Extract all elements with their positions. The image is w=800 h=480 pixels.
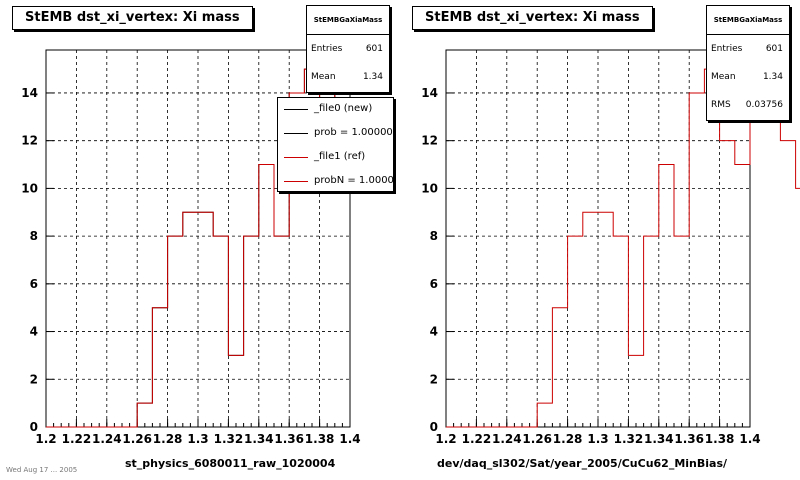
stats-header: StEMBGaXiaMass xyxy=(307,6,389,35)
y-tick-label: 4 xyxy=(430,325,438,339)
stats-box-right: StEMBGaXiaMass Entries 601 Mean 1.34 RMS… xyxy=(706,5,790,121)
x-tick-label: 1.34 xyxy=(644,432,674,446)
chart-title-left: StEMB dst_xi_vertex: Xi mass xyxy=(12,6,253,30)
y-tick-label: 8 xyxy=(30,229,38,243)
y-tick-label: 10 xyxy=(21,181,38,195)
stats-rms-row: RMS 0.03756 xyxy=(711,100,783,110)
y-tick-label: 2 xyxy=(430,372,438,386)
x-tick-label: 1.26 xyxy=(522,432,552,446)
x-tick-label: 1.34 xyxy=(244,432,274,446)
stats-box-left: StEMBGaXiaMass Entries 601 Mean 1.34 xyxy=(306,5,390,93)
y-tick-label: 2 xyxy=(30,372,38,386)
y-tick-label: 0 xyxy=(430,420,438,434)
x-tick-label: 1.28 xyxy=(153,432,183,446)
footnote: Wed Aug 17 ... 2005 xyxy=(6,466,78,474)
x-tick-label: 1.36 xyxy=(674,432,704,446)
x-axis-title-left: st_physics_6080011_raw_1020004 xyxy=(125,457,336,470)
x-tick-label: 1.32 xyxy=(214,432,244,446)
x-tick-label: 1.38 xyxy=(705,432,735,446)
legend: _file0 (new) prob = 1.000000 _file1 (ref… xyxy=(277,97,394,192)
y-tick-label: 6 xyxy=(30,277,38,291)
legend-entry: _file1 (ref) xyxy=(278,146,393,170)
y-tick-label: 12 xyxy=(21,134,38,148)
stats-header: StEMBGaXiaMass xyxy=(707,6,789,35)
y-tick-label: 12 xyxy=(421,134,438,148)
x-tick-label: 1.24 xyxy=(492,432,522,446)
y-tick-label: 14 xyxy=(421,86,438,100)
legend-entry: probN = 1.000000 xyxy=(278,170,393,191)
chart-title-right: StEMB dst_xi_vertex: Xi mass xyxy=(412,6,653,30)
x-tick-label: 1.4 xyxy=(739,432,760,446)
x-tick-label: 1.4 xyxy=(339,432,360,446)
x-tick-label: 1.38 xyxy=(305,432,335,446)
y-tick-label: 6 xyxy=(430,277,438,291)
x-tick-label: 1.22 xyxy=(462,432,492,446)
x-tick-label: 1.32 xyxy=(614,432,644,446)
x-tick-label: 1.3 xyxy=(187,432,208,446)
x-tick-label: 1.28 xyxy=(553,432,583,446)
x-tick-label: 1.24 xyxy=(92,432,122,446)
y-tick-label: 10 xyxy=(421,181,438,195)
legend-entry: prob = 1.000000 xyxy=(278,122,393,146)
histogram-series-line xyxy=(46,68,350,428)
legend-entry: _file0 (new) xyxy=(278,98,393,122)
x-axis-title-right: dev/daq_sl302/Sat/year_2005/CuCu62_MinBi… xyxy=(437,457,728,470)
y-tick-label: 8 xyxy=(430,229,438,243)
stats-mean-row: Mean 1.34 xyxy=(311,72,383,82)
stats-entries-row: Entries 601 xyxy=(711,44,783,54)
y-tick-label: 14 xyxy=(21,86,38,100)
stats-entries-row: Entries 601 xyxy=(311,44,383,54)
x-tick-label: 1.22 xyxy=(62,432,92,446)
stats-mean-row: Mean 1.34 xyxy=(711,72,783,82)
x-tick-label: 1.2 xyxy=(35,432,56,446)
x-tick-label: 1.36 xyxy=(274,432,304,446)
y-tick-label: 4 xyxy=(30,325,38,339)
y-tick-label: 0 xyxy=(30,420,38,434)
x-tick-label: 1.2 xyxy=(435,432,456,446)
x-tick-label: 1.3 xyxy=(587,432,608,446)
x-tick-label: 1.26 xyxy=(122,432,152,446)
